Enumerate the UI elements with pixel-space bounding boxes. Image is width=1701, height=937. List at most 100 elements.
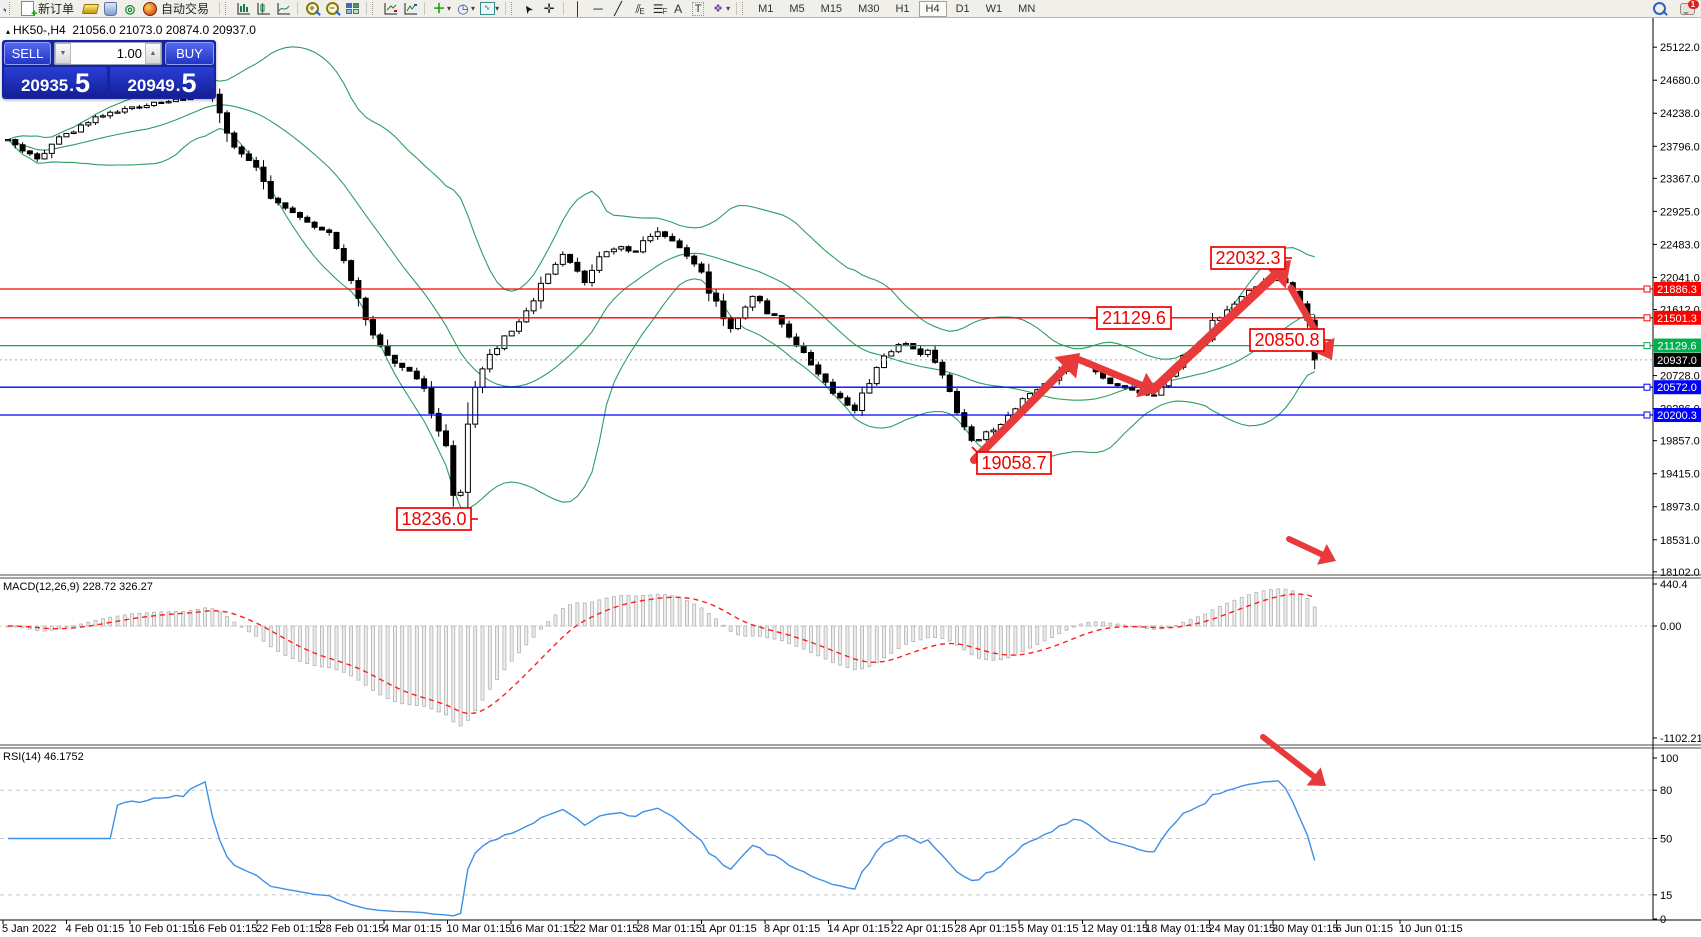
price-badge (1654, 282, 1701, 296)
auto-trading-label[interactable]: 自动交易 (161, 2, 210, 16)
sell-price-display[interactable]: 20935. 5 (4, 67, 107, 97)
trend-arrow[interactable] (970, 363, 1070, 464)
candlestick (822, 373, 829, 383)
macd-panel (0, 588, 1653, 727)
cursor-icon[interactable]: ➤ (521, 1, 537, 16)
add-indicator-caret-icon[interactable]: ▾ (447, 4, 452, 13)
svg-text:-1102.21: -1102.21 (1660, 733, 1701, 745)
tile-windows-icon[interactable] (342, 1, 362, 17)
svg-text:20200.3: 20200.3 (1657, 410, 1697, 422)
add-indicator-icon[interactable]: ＋ (432, 0, 446, 16)
volume-input[interactable] (71, 43, 145, 64)
arrows-caret-icon[interactable]: ▾ (726, 4, 731, 13)
arrows-icon[interactable]: ❖ (713, 2, 724, 15)
chart-template-icon[interactable]: ∿ (477, 1, 497, 17)
text-label-icon[interactable]: T (688, 1, 708, 17)
trendline-icon[interactable]: ╱ (614, 0, 622, 16)
svg-text:440.4: 440.4 (1660, 579, 1688, 591)
timeframe-mn[interactable]: MN (1018, 2, 1036, 15)
annotation-arrows (970, 260, 1336, 786)
price-annotation-box[interactable] (1210, 246, 1286, 270)
fibonacci-icon[interactable]: ☰ F (652, 1, 668, 16)
new-order-label[interactable]: 新订单 (38, 2, 75, 16)
buy-price-display[interactable]: 20949. 5 (110, 67, 214, 97)
sell-button[interactable]: SELL (4, 42, 51, 65)
price-annotation-box[interactable] (1249, 328, 1325, 352)
timeframe-m5[interactable]: M5 (789, 2, 805, 15)
line-handle[interactable] (1643, 285, 1651, 293)
trend-arrow[interactable] (1148, 271, 1279, 395)
search-icon[interactable] (1649, 1, 1669, 17)
candlestick (19, 144, 26, 152)
candlestick (348, 260, 355, 282)
candlestick (793, 336, 800, 347)
line-handle[interactable] (1643, 411, 1651, 419)
timeframe-d1[interactable]: D1 (955, 2, 970, 15)
trend-arrow[interactable] (1286, 536, 1325, 558)
price-annotation-box[interactable] (396, 507, 472, 531)
zoom-out-icon[interactable]: − (322, 1, 342, 17)
candlestick (406, 366, 413, 372)
crosshair-icon[interactable]: ✛ (543, 0, 555, 16)
equidistant-channel-icon[interactable]: ⫽ E (635, 1, 645, 16)
line-handle[interactable] (1643, 314, 1651, 322)
tester-icon[interactable] (100, 1, 120, 17)
period-clock-icon[interactable]: ◷ (457, 0, 469, 16)
buy-button[interactable]: BUY (165, 42, 214, 65)
template-caret-icon[interactable]: ▾ (495, 4, 500, 13)
timeframe-w1[interactable]: W1 (985, 2, 1003, 15)
auto-trading-icon[interactable] (140, 1, 160, 17)
trend-arrow-head[interactable] (1317, 544, 1336, 565)
timeframe-h1[interactable]: H1 (895, 2, 910, 15)
text-icon[interactable]: A (674, 1, 683, 16)
price-annotation-text[interactable]: 21129.6 (1102, 308, 1166, 328)
candlestick (618, 246, 625, 250)
zoom-in-icon[interactable]: + (302, 1, 322, 17)
candlestick (391, 354, 398, 364)
svg-text:15: 15 (1660, 890, 1672, 902)
svg-text:6 Jun 01:15: 6 Jun 01:15 (1336, 923, 1394, 935)
horizontal-line-icon[interactable]: ─ (593, 0, 603, 16)
trend-arrow-head[interactable] (1054, 353, 1080, 379)
chat-icon[interactable]: 1 (1677, 0, 1699, 17)
price-annotation-text[interactable]: 18236.0 (401, 509, 466, 529)
market-gold-icon[interactable] (80, 1, 100, 17)
trend-arrow[interactable] (1260, 734, 1317, 780)
indicator-window-icon[interactable] (380, 1, 400, 17)
indicator-list-icon[interactable] (400, 1, 420, 17)
volume-up-button[interactable]: ▲ (145, 43, 161, 64)
price-annotation-text[interactable]: 19058.7 (981, 453, 1046, 473)
svg-text:10 Jun 01:15: 10 Jun 01:15 (1399, 923, 1463, 935)
candlestick-chart-icon[interactable] (253, 1, 273, 17)
timeframe-h4[interactable]: H4 (918, 0, 947, 17)
svg-text:30 May 01:15: 30 May 01:15 (1272, 923, 1339, 935)
line-handle[interactable] (1643, 383, 1651, 391)
line-chart-icon[interactable] (273, 1, 293, 17)
trend-arrow-head[interactable] (1306, 767, 1326, 786)
candlestick (494, 348, 501, 355)
candlestick (34, 153, 41, 160)
volume-down-button[interactable]: ▼ (55, 43, 71, 64)
candlestick (895, 343, 902, 353)
timeframe-m30[interactable]: M30 (858, 2, 880, 15)
price-annotation-text[interactable]: 22032.3 (1215, 248, 1280, 268)
svg-text:23796.0: 23796.0 (1660, 141, 1700, 153)
vertical-line-icon[interactable]: │ (574, 0, 583, 16)
period-caret-icon[interactable]: ▾ (471, 4, 476, 13)
price-annotation-box[interactable] (976, 451, 1052, 475)
bar-chart-icon[interactable] (233, 1, 253, 17)
timeframe-m1[interactable]: M1 (758, 2, 774, 15)
candlestick (990, 429, 997, 433)
new-order-icon[interactable] (17, 1, 38, 20)
candlestick (63, 132, 70, 138)
line-handle[interactable] (1643, 342, 1651, 350)
trend-arrow[interactable] (1076, 356, 1145, 389)
candlestick (267, 180, 274, 199)
timeframe-m15[interactable]: M15 (820, 2, 843, 15)
signals-icon[interactable]: ◎ (124, 1, 136, 16)
price-annotation-box[interactable] (1096, 306, 1172, 330)
svg-text:50: 50 (1660, 834, 1672, 846)
candlestick (92, 116, 99, 124)
price-annotation-text[interactable]: 20850.8 (1254, 330, 1319, 350)
candlestick (340, 247, 347, 262)
